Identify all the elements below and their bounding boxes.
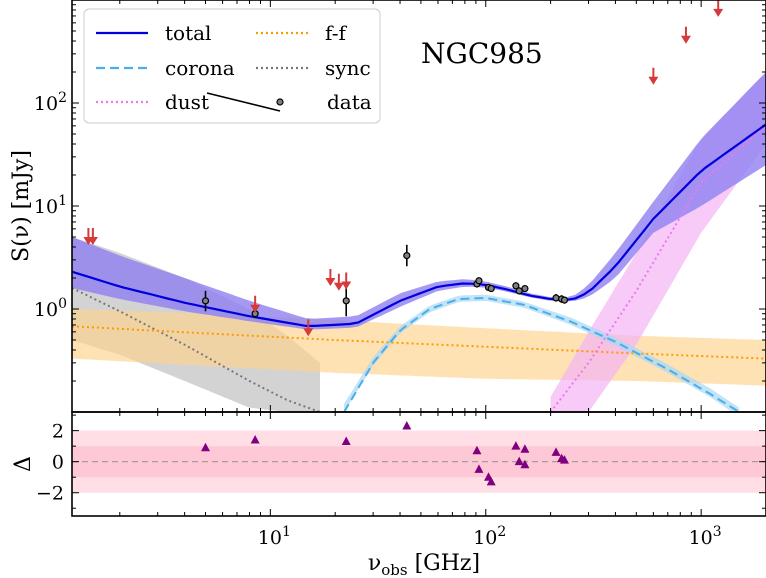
residual-point-2 <box>341 436 351 445</box>
line-corona <box>343 297 740 412</box>
residual-point-5 <box>474 464 484 473</box>
residual-point-3 <box>402 420 412 430</box>
data-point-2 <box>342 297 350 305</box>
data-point-10 <box>521 284 529 293</box>
upper-limit-arrow-6 <box>341 281 352 290</box>
model-bands <box>72 72 766 412</box>
legend-label-ff: f-f <box>325 21 347 45</box>
x-axis-label: νobs [GHz] <box>368 551 480 578</box>
residual-plot-frame <box>71 411 766 517</box>
upper-limit-arrow-5 <box>333 282 344 291</box>
residual-panel-content <box>72 420 766 493</box>
line-total <box>72 123 766 327</box>
residual-point-0 <box>201 442 211 452</box>
data-point-7 <box>487 284 495 293</box>
y-tick-label: 102 <box>34 90 67 115</box>
residual-point-14 <box>559 455 569 464</box>
residual-point-1 <box>250 434 260 444</box>
legend-label-total: total <box>165 21 211 45</box>
axis-ticks <box>72 0 766 516</box>
residual-point-7 <box>486 476 496 486</box>
legend: total f-f corona sync dust data <box>83 8 381 124</box>
residual-point-12 <box>551 447 561 456</box>
upper-limit-arrow-4 <box>325 277 336 286</box>
x-tick-label: 103 <box>689 524 722 549</box>
legend-label-data: data <box>327 90 372 114</box>
tick-labels: 101 102 103 100 101 102 2 0 −2 <box>34 90 722 549</box>
legend-label-corona: corona <box>165 56 235 80</box>
data-point-9 <box>515 287 523 295</box>
y-tick-label: 100 <box>34 296 67 321</box>
residual-point-8 <box>511 441 521 450</box>
data-point-0 <box>201 297 210 305</box>
residual-point-4 <box>472 445 482 455</box>
data-point-3 <box>403 251 411 260</box>
y-axis-label: S(ν) [mJy] <box>9 150 34 262</box>
residual-point-10 <box>520 459 530 469</box>
model-lines <box>72 123 766 412</box>
data-markers <box>83 0 724 337</box>
legend-box <box>83 8 381 124</box>
line-sync <box>72 287 321 412</box>
residual-tick-label: 2 <box>52 421 64 443</box>
residual-tick-label: 0 <box>52 452 64 474</box>
legend-swatch-data-point <box>276 98 284 106</box>
y-tick-label: 101 <box>34 193 67 218</box>
upper-limit-arrow-7 <box>648 76 659 85</box>
x-tick-label: 102 <box>473 524 506 549</box>
residual-axis-label: Δ <box>11 456 36 472</box>
data-point-13 <box>560 296 569 304</box>
residual-tick-label: −2 <box>36 483 64 505</box>
upper-limit-arrow-9 <box>713 8 724 17</box>
line-dust <box>549 125 766 412</box>
chart-title: NGC985 <box>421 37 543 70</box>
x-tick-label: 101 <box>258 524 291 549</box>
legend-label-sync: sync <box>325 56 371 80</box>
residual-point-11 <box>520 444 530 453</box>
line-ff <box>72 325 766 360</box>
data-point-8 <box>512 282 520 290</box>
data-point-11 <box>552 294 560 302</box>
upper-limit-arrow-8 <box>680 35 691 44</box>
data-point-5 <box>475 277 483 285</box>
upper-limit-arrow-2 <box>250 304 261 313</box>
legend-swatch-data-errorbar <box>206 92 281 112</box>
legend-label-dust: dust <box>165 90 209 114</box>
upper-limit-arrow-1 <box>87 237 98 246</box>
upper-limit-arrow-3 <box>303 328 314 337</box>
residual-point-9 <box>514 456 524 466</box>
